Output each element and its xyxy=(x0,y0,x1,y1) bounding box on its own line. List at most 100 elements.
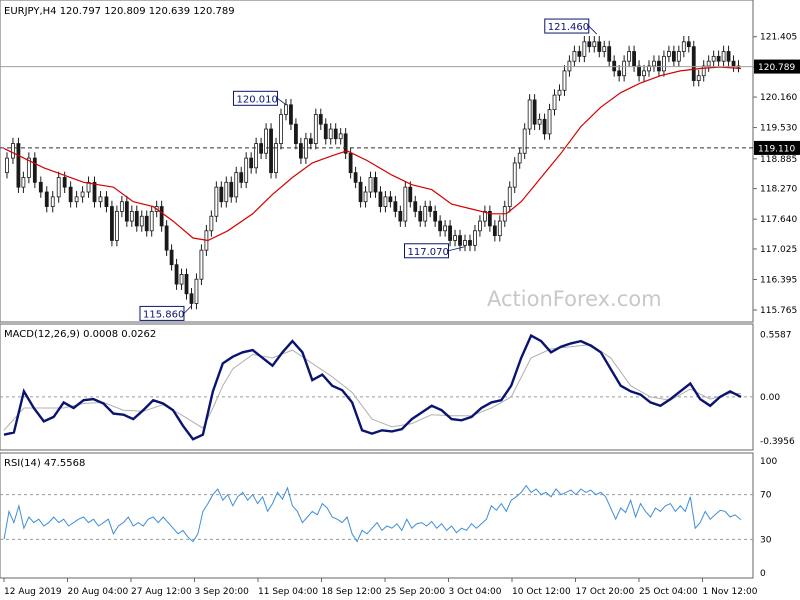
candle-body xyxy=(582,41,587,57)
candle-body xyxy=(62,177,67,188)
candle-body xyxy=(298,143,303,159)
x-tick-label: 1 Nov 12:00 xyxy=(703,587,758,597)
candle-body xyxy=(179,273,184,285)
annotation-box xyxy=(404,243,450,259)
candle-body xyxy=(388,196,393,203)
time-x-axis: 12 Aug 2019 20 Aug 04:00 27 Aug 12:00 3 Sep… xyxy=(3,578,758,597)
macd-y-axis: 0.5587 0.00 -0.3956 xyxy=(0,331,795,447)
candle-body xyxy=(254,143,259,169)
candle-body xyxy=(487,210,492,227)
candle-body xyxy=(612,60,617,72)
annotation-label: 117.070 xyxy=(408,247,449,258)
candle-body xyxy=(607,46,612,62)
candle-body xyxy=(239,172,244,183)
candle-body xyxy=(433,210,438,222)
candle-body xyxy=(676,51,681,62)
annotation-box xyxy=(544,18,590,34)
candle-body xyxy=(597,41,602,52)
candle-body xyxy=(512,162,517,188)
annotation-leader xyxy=(448,246,465,252)
candle-body xyxy=(721,51,726,62)
candle-body xyxy=(328,128,333,140)
x-tick-label: 12 Aug 2019 xyxy=(4,587,62,597)
candle-body xyxy=(527,99,532,130)
rsi-y-tick-label: 70 xyxy=(760,491,772,501)
annotation-box xyxy=(139,305,185,321)
candle-body xyxy=(428,206,433,212)
price-y-tick-label: 116.395 xyxy=(760,275,797,285)
price-y-tick-label: 115.765 xyxy=(760,306,797,316)
annotation-leader xyxy=(277,97,286,105)
candle-body xyxy=(731,60,736,67)
candle-body xyxy=(348,152,353,174)
candle-body xyxy=(114,210,119,241)
candle-body xyxy=(219,186,224,203)
candle-body xyxy=(368,177,373,193)
candle-body xyxy=(184,273,189,295)
candle-body xyxy=(74,196,79,203)
price-y-tick-label: 119.530 xyxy=(760,124,797,134)
candle-body xyxy=(129,210,134,222)
candle-body xyxy=(279,114,283,144)
rsi-y-tick-label: 100 xyxy=(760,457,777,467)
candle-body xyxy=(353,172,358,183)
reference-price-tag: 119.110 xyxy=(758,144,795,154)
candle-body xyxy=(507,186,512,207)
macd-panel xyxy=(0,323,754,451)
candle-body xyxy=(264,128,268,154)
rsi-panel-title: RSI(14) 47.5568 xyxy=(4,458,85,469)
candle-body xyxy=(652,60,656,67)
candle-body xyxy=(468,240,472,246)
candle-body xyxy=(517,152,522,164)
candle-body xyxy=(119,201,124,212)
candle-body xyxy=(139,215,144,227)
candle-body xyxy=(338,133,343,140)
candle-body xyxy=(98,196,103,203)
candle-body xyxy=(482,210,487,222)
candle-body xyxy=(294,123,298,144)
moving-average-line xyxy=(3,66,742,242)
price-y-tick-label: 117.025 xyxy=(760,245,797,255)
candle-body xyxy=(343,133,348,154)
candle-body xyxy=(323,123,328,140)
candle-body xyxy=(542,118,547,135)
price-y-axis: 121.405120.775120.160119.530118.885118.2… xyxy=(753,33,797,316)
rsi-panel xyxy=(0,452,754,579)
x-tick-label: 3 Sep 20:00 xyxy=(195,587,250,597)
x-tick-label: 27 Aug 12:00 xyxy=(131,587,192,597)
annotation-leader xyxy=(183,305,193,314)
current-price-tag: 120.789 xyxy=(758,63,795,73)
candle-body xyxy=(164,225,169,251)
candle-body xyxy=(587,41,592,48)
candle-body xyxy=(671,51,676,62)
candle-body xyxy=(547,109,552,135)
candle-body xyxy=(104,196,109,207)
current-price-tag-box xyxy=(754,59,800,74)
candle-body xyxy=(473,230,477,246)
annotation-label: 115.860 xyxy=(143,309,184,320)
candle-body xyxy=(313,114,318,144)
candle-body xyxy=(229,181,234,198)
candle-body xyxy=(189,293,194,304)
price-y-tick-label: 121.405 xyxy=(760,33,797,43)
candle-body xyxy=(522,128,527,154)
annotation-leader xyxy=(588,25,598,35)
candle-body xyxy=(567,60,572,72)
candle-body xyxy=(110,206,114,241)
candle-body xyxy=(134,210,139,227)
candle-body xyxy=(642,70,646,77)
candle-body xyxy=(602,46,607,52)
candle-body xyxy=(562,70,567,91)
candle-body xyxy=(423,206,428,222)
candle-body xyxy=(497,220,502,237)
price-y-tick-label: 117.640 xyxy=(760,215,797,225)
candle-body xyxy=(373,177,378,193)
candle-body xyxy=(169,249,174,266)
candle-body xyxy=(666,51,671,57)
candle-body xyxy=(393,201,398,212)
candle-body xyxy=(557,89,562,96)
rsi-y-tick-label: 30 xyxy=(760,535,772,545)
macd-main-line xyxy=(3,333,742,441)
annotation-label: 120.010 xyxy=(236,94,277,105)
